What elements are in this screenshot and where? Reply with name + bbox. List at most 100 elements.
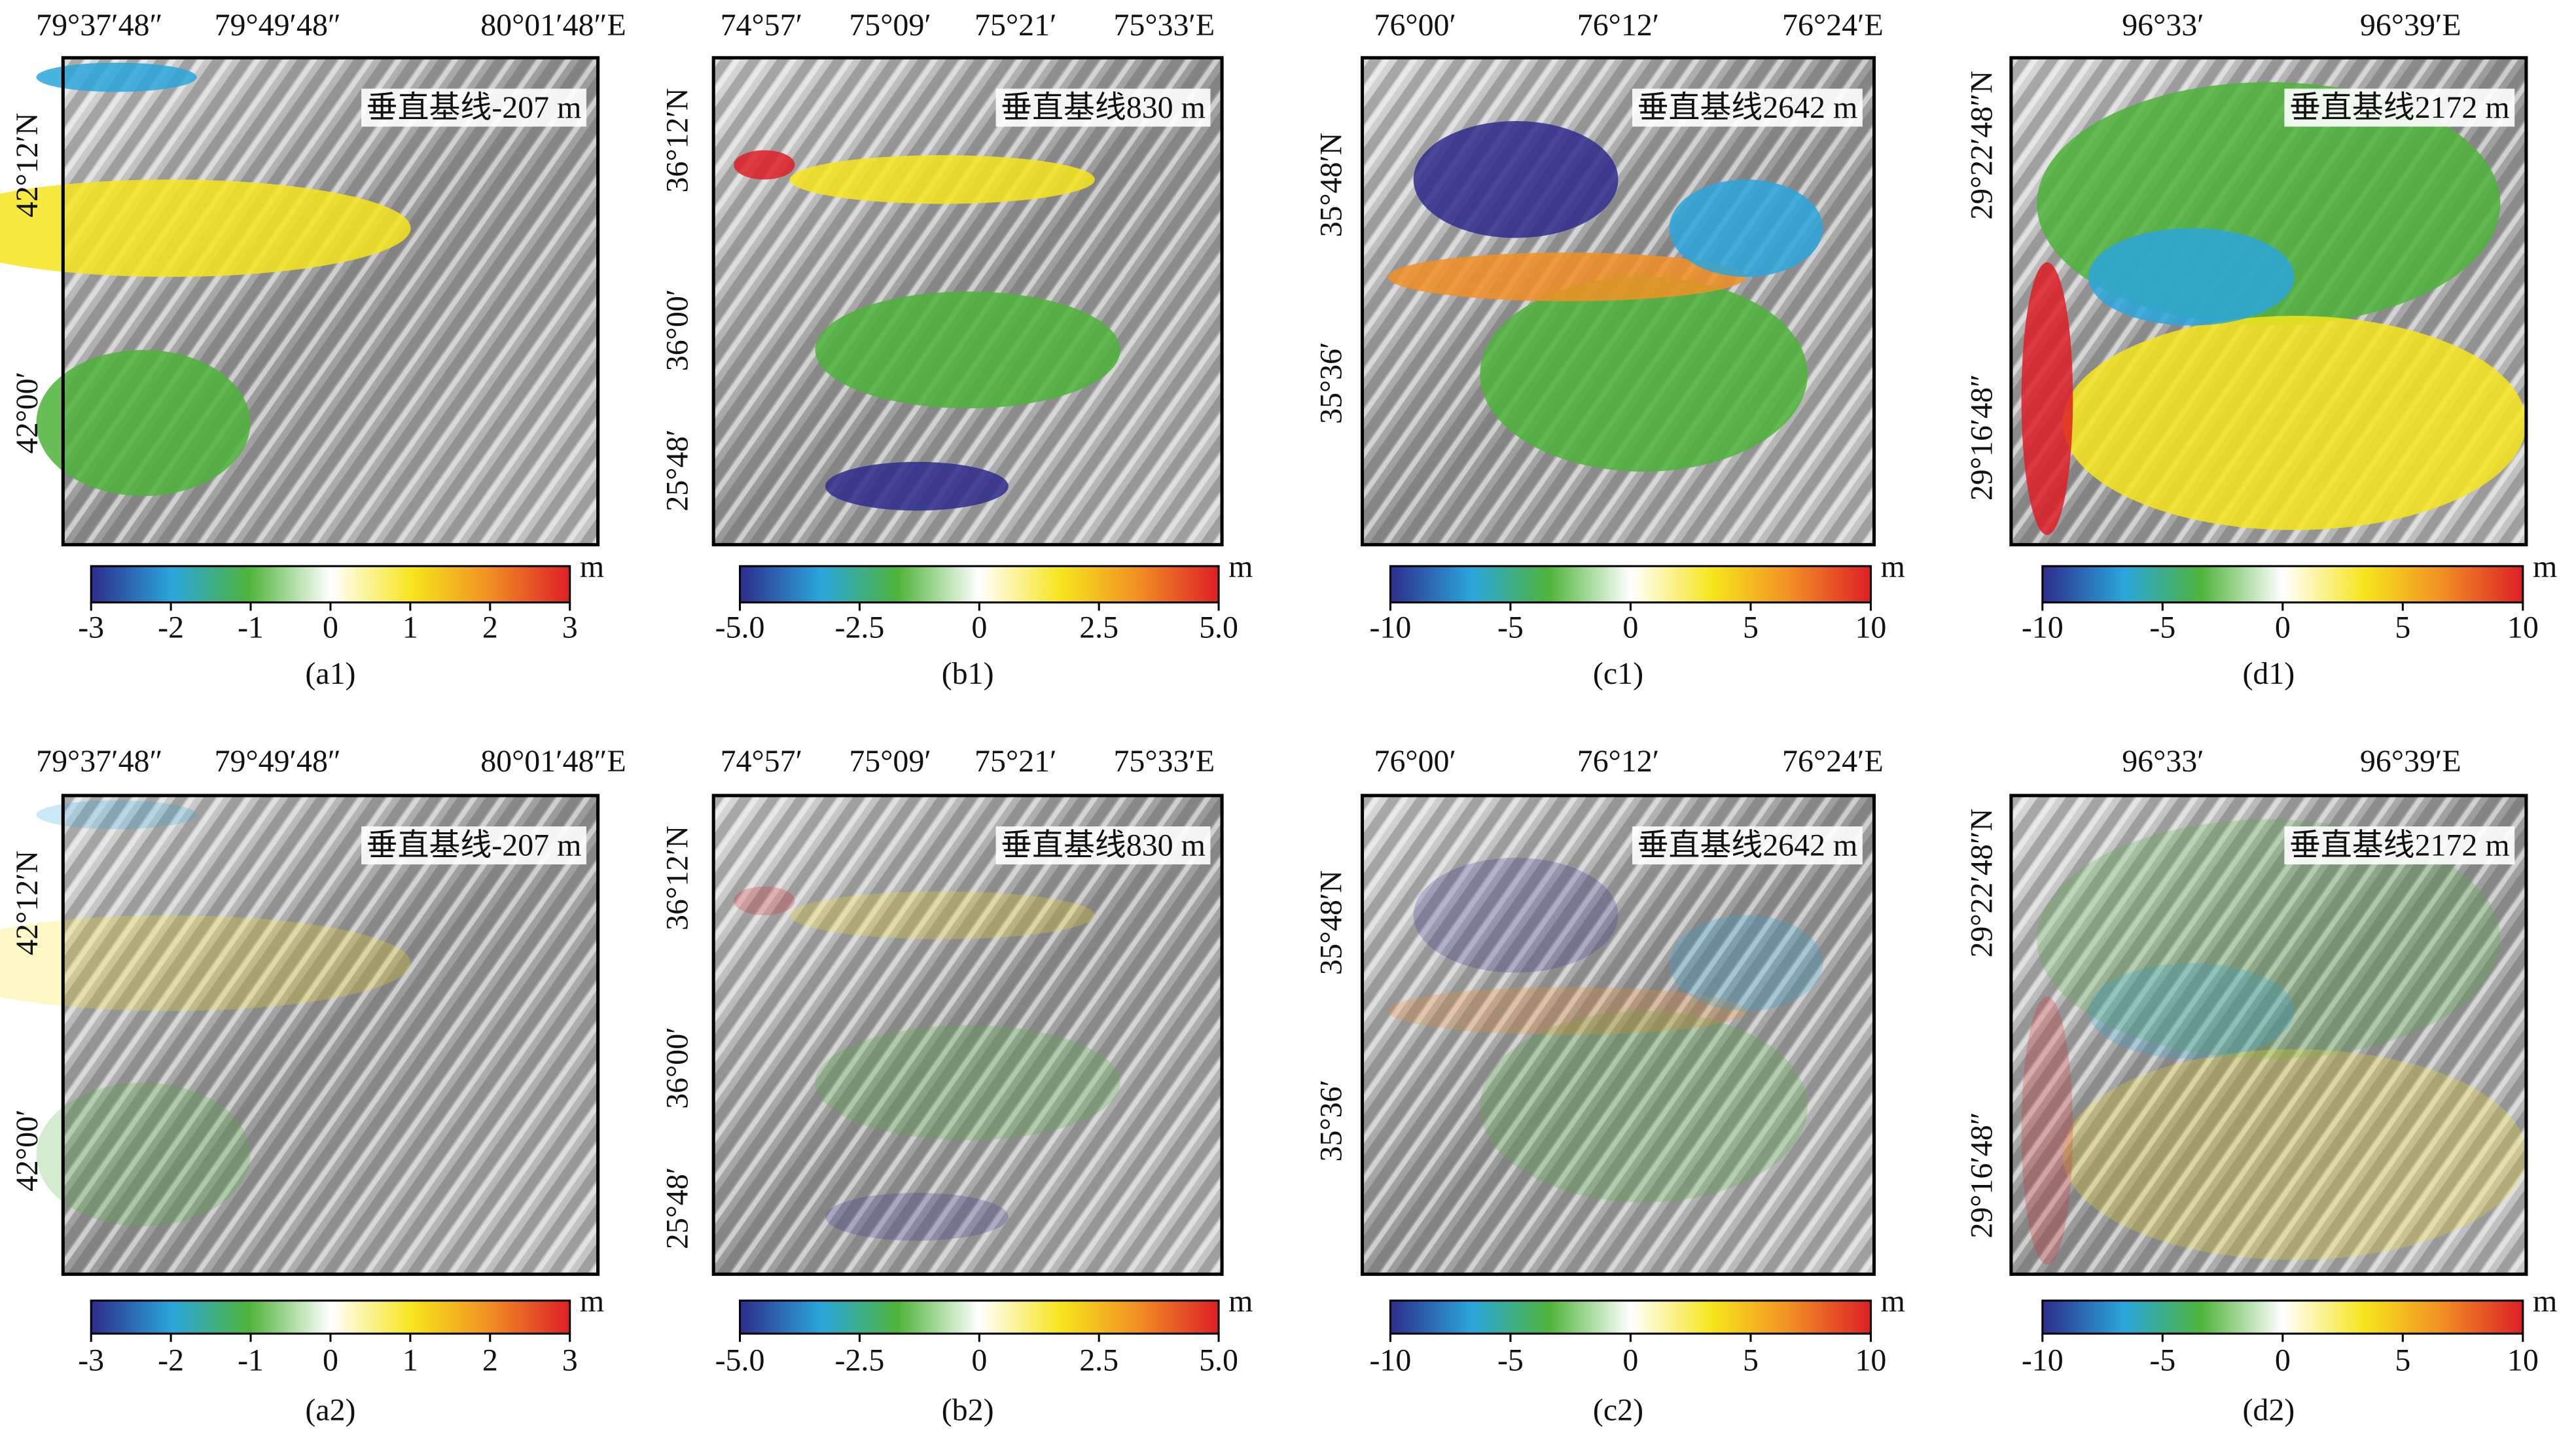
lon-label: 79°37′48″ bbox=[36, 744, 162, 779]
baseline-box bbox=[1632, 88, 1863, 127]
baseline-box bbox=[2284, 88, 2515, 127]
deformation-area bbox=[2062, 1049, 2526, 1260]
deformation-area bbox=[1480, 1011, 1808, 1203]
deformation-area bbox=[815, 291, 1120, 409]
colorbar-unit: m bbox=[2533, 1284, 2557, 1318]
map-panel: 垂直基线-207 m bbox=[0, 56, 600, 546]
lon-label: 80°01′48″E bbox=[480, 744, 626, 779]
colorbar-tick-label: 10 bbox=[2507, 1343, 2539, 1378]
colorbar-tick-label: -5 bbox=[1497, 1343, 1524, 1378]
lon-label: 76°00′ bbox=[1374, 8, 1456, 43]
colorbar-unit: m bbox=[1881, 549, 1905, 584]
baseline-label: 垂直基线-207 m bbox=[367, 90, 582, 125]
lon-label: 76°00′ bbox=[1374, 744, 1456, 779]
colorbar-tick-label: -2 bbox=[158, 610, 184, 645]
lon-label: 79°37′48″ bbox=[36, 8, 162, 43]
colorbar bbox=[1389, 1299, 1872, 1335]
map-frame bbox=[61, 56, 600, 546]
deformation-area bbox=[36, 62, 197, 92]
lat-label: 29°22′48″N bbox=[1964, 71, 1999, 220]
lon-label: 75°33′E bbox=[1113, 744, 1215, 779]
deformation-area bbox=[0, 179, 411, 277]
panel-label: (b2) bbox=[942, 1392, 994, 1427]
baseline-label: 垂直基线2642 m bbox=[1637, 90, 1858, 125]
lon-label: 75°33′E bbox=[1113, 8, 1215, 43]
colorbar-unit: m bbox=[1881, 1284, 1905, 1318]
colorbar-unit: m bbox=[1228, 549, 1253, 584]
colorbar-tick-label: 3 bbox=[562, 1343, 578, 1378]
deformation-area bbox=[815, 1025, 1120, 1140]
colorbar-tick-label: 10 bbox=[1855, 1343, 1886, 1378]
hillshade bbox=[713, 795, 1223, 1275]
lon-label: 75°21′ bbox=[975, 8, 1056, 43]
deformation-area bbox=[734, 886, 795, 915]
panel-label: (a2) bbox=[305, 1392, 355, 1427]
lon-label: 74°57′ bbox=[721, 744, 802, 779]
colorbar-tick-label: 10 bbox=[1855, 610, 1886, 645]
baseline-box bbox=[361, 826, 586, 865]
baseline-label: 垂直基线830 m bbox=[1001, 90, 1206, 125]
panel-label: (d1) bbox=[2242, 656, 2295, 691]
lon-label: 80°01′48″E bbox=[480, 8, 626, 43]
colorbar-tick-label: -5 bbox=[1497, 610, 1524, 645]
colorbar-tick-label: -3 bbox=[78, 610, 104, 645]
lon-label: 76°12′ bbox=[1577, 744, 1659, 779]
lat-label: 36°12′N bbox=[660, 826, 695, 930]
hillshade bbox=[1362, 795, 1874, 1275]
deformation-area bbox=[36, 1082, 251, 1227]
map-frame bbox=[711, 56, 1224, 546]
lat-label: 35°48′N bbox=[1314, 870, 1349, 975]
map-panel: 垂直基线830 m bbox=[711, 56, 1224, 546]
colorbar-unit: m bbox=[580, 1284, 604, 1318]
colorbar bbox=[90, 1299, 571, 1335]
baseline-label: 垂直基线2172 m bbox=[2289, 828, 2510, 863]
map-panel: 垂直基线830 m bbox=[711, 794, 1224, 1276]
colorbar bbox=[90, 565, 571, 604]
lon-label: 96°39′E bbox=[2360, 744, 2461, 779]
deformation-area bbox=[2062, 315, 2526, 531]
deformation-area bbox=[1669, 179, 1823, 277]
colorbar-tick-label: 1 bbox=[402, 610, 418, 645]
colorbar-tick-label: -3 bbox=[78, 1343, 104, 1378]
lon-label: 96°33′ bbox=[2122, 744, 2204, 779]
colorbar-tick-label: 0 bbox=[2275, 610, 2291, 645]
deformation-area bbox=[825, 1193, 1009, 1241]
hillshade bbox=[63, 795, 598, 1275]
colorbar-tick-label: -5 bbox=[2149, 610, 2175, 645]
lon-label: 79°49′48″ bbox=[215, 8, 341, 43]
colorbar-unit: m bbox=[580, 549, 604, 584]
deformation-area bbox=[36, 349, 251, 497]
colorbar-tick-label: 0 bbox=[323, 610, 338, 645]
colorbar-tick-label: 2 bbox=[482, 610, 498, 645]
map-panel: 垂直基线2172 m bbox=[2009, 56, 2528, 546]
lat-label: 36°00′ bbox=[660, 289, 695, 371]
panel-label: (c2) bbox=[1593, 1392, 1643, 1427]
colorbar-tick-label: 0 bbox=[971, 610, 987, 645]
lat-label: 42°00′ bbox=[10, 372, 45, 453]
colorbar-tick-label: 2 bbox=[482, 1343, 498, 1378]
map-frame bbox=[711, 794, 1224, 1276]
lat-label: 29°16′48″ bbox=[1964, 1112, 1999, 1238]
lat-label: 35°36′ bbox=[1314, 1080, 1349, 1161]
colorbar-tick-label: 5.0 bbox=[1199, 610, 1238, 645]
colorbar-tick-label: -10 bbox=[1369, 610, 1411, 645]
deformation-area bbox=[1387, 252, 1746, 302]
baseline-box bbox=[1632, 826, 1863, 865]
deformation-area bbox=[825, 461, 1009, 511]
deformation-area bbox=[789, 155, 1095, 204]
baseline-label: 垂直基线830 m bbox=[1001, 828, 1206, 863]
colorbar-tick-label: 5.0 bbox=[1199, 1343, 1238, 1378]
baseline-label: 垂直基线-207 m bbox=[367, 828, 582, 863]
lat-label: 25°48′ bbox=[660, 429, 695, 511]
colorbar-tick-label: 5 bbox=[2395, 1343, 2410, 1378]
deformation-area bbox=[2021, 262, 2073, 535]
colorbar-tick-label: -10 bbox=[2022, 610, 2064, 645]
colorbar bbox=[1389, 565, 1872, 604]
deformation-area bbox=[734, 150, 795, 180]
colorbar-tick-label: 5 bbox=[1743, 610, 1759, 645]
colorbar-tick-label: -1 bbox=[238, 610, 264, 645]
colorbar-tick-label: 5 bbox=[1743, 1343, 1759, 1378]
deformation-area bbox=[1387, 987, 1746, 1035]
panel-label: (c1) bbox=[1593, 656, 1643, 691]
